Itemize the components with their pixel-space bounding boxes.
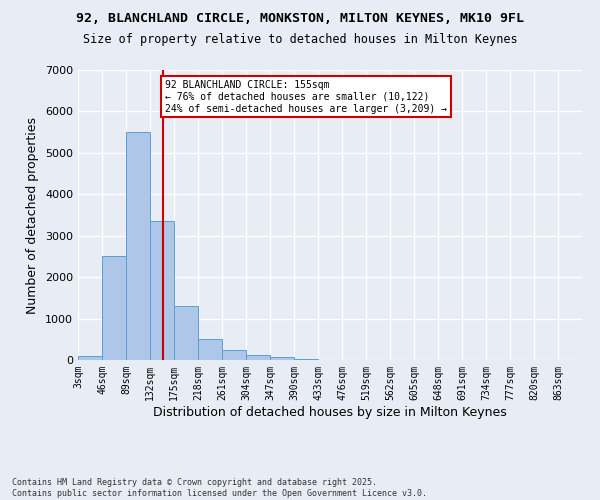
- Text: Size of property relative to detached houses in Milton Keynes: Size of property relative to detached ho…: [83, 32, 517, 46]
- Bar: [222, 350, 246, 360]
- Bar: [246, 355, 270, 360]
- Bar: [126, 132, 150, 360]
- Bar: [294, 359, 318, 360]
- Bar: [174, 306, 198, 360]
- Bar: [198, 340, 222, 360]
- Bar: [270, 357, 294, 360]
- Bar: [78, 356, 102, 360]
- Y-axis label: Number of detached properties: Number of detached properties: [26, 116, 40, 314]
- Bar: [102, 256, 126, 360]
- Text: 92, BLANCHLAND CIRCLE, MONKSTON, MILTON KEYNES, MK10 9FL: 92, BLANCHLAND CIRCLE, MONKSTON, MILTON …: [76, 12, 524, 26]
- Text: 92 BLANCHLAND CIRCLE: 155sqm
← 76% of detached houses are smaller (10,122)
24% o: 92 BLANCHLAND CIRCLE: 155sqm ← 76% of de…: [165, 80, 447, 114]
- Bar: [150, 221, 174, 360]
- Text: Contains HM Land Registry data © Crown copyright and database right 2025.
Contai: Contains HM Land Registry data © Crown c…: [12, 478, 427, 498]
- X-axis label: Distribution of detached houses by size in Milton Keynes: Distribution of detached houses by size …: [153, 406, 507, 418]
